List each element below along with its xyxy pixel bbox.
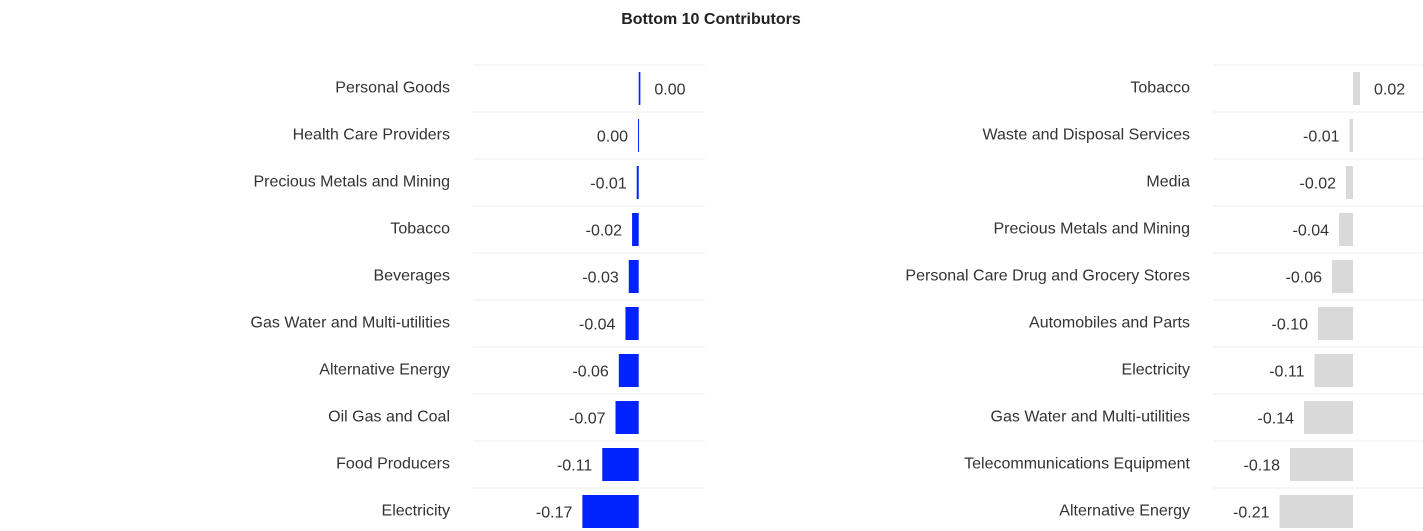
value-label: -0.17 (536, 505, 573, 522)
category-label: Electricity (1122, 362, 1190, 379)
bar (1304, 401, 1353, 434)
chart-title: Bottom 10 Contributors (621, 11, 801, 28)
bar (1279, 495, 1353, 528)
category-label: Personal Goods (335, 80, 450, 97)
value-label: -0.06 (572, 364, 609, 381)
bar (628, 260, 639, 293)
value-label: -0.21 (1233, 505, 1270, 522)
category-label: Beverages (374, 268, 451, 285)
bar (638, 119, 640, 152)
category-label: Precious Metals and Mining (253, 174, 450, 191)
value-label: -0.01 (590, 176, 627, 193)
bar (1346, 166, 1353, 199)
value-label: -0.01 (1303, 129, 1340, 146)
bar (1339, 213, 1353, 246)
category-label: Electricity (382, 503, 450, 520)
bar (618, 354, 639, 387)
category-label: Alternative Energy (1059, 503, 1190, 520)
value-label: 0.02 (1374, 82, 1405, 99)
bar (638, 72, 641, 105)
value-label: -0.02 (1300, 176, 1337, 193)
category-label: Waste and Disposal Services (983, 127, 1191, 144)
value-label: -0.06 (1286, 270, 1323, 287)
category-label: Gas Water and Multi-utilities (991, 409, 1190, 426)
bar (1332, 260, 1353, 293)
value-label: 0.00 (597, 129, 628, 146)
value-label: -0.18 (1244, 458, 1281, 475)
bar (602, 448, 639, 481)
value-label: -0.14 (1258, 411, 1295, 428)
bar (636, 166, 639, 199)
category-label: Media (1146, 174, 1190, 191)
category-label: Tobacco (1130, 80, 1190, 97)
category-label: Automobiles and Parts (1029, 315, 1190, 332)
bar (632, 213, 639, 246)
value-label: -0.10 (1272, 317, 1309, 334)
category-label: Oil Gas and Coal (328, 409, 450, 426)
category-label: Alternative Energy (319, 362, 450, 379)
bar (1318, 307, 1353, 340)
bar (582, 495, 639, 528)
value-label: -0.04 (1293, 223, 1330, 240)
category-label: Health Care Providers (293, 127, 450, 144)
bar (1353, 72, 1360, 105)
bar (625, 307, 639, 340)
category-label: Food Producers (336, 456, 450, 473)
bar (1290, 448, 1353, 481)
value-label: -0.04 (579, 317, 616, 334)
category-label: Tobacco (390, 221, 450, 238)
value-label: -0.11 (557, 458, 592, 475)
category-label: Precious Metals and Mining (993, 221, 1190, 238)
category-label: Gas Water and Multi-utilities (251, 315, 450, 332)
value-label: -0.03 (582, 270, 619, 287)
bar (1314, 354, 1353, 387)
value-label: 0.00 (654, 82, 685, 99)
value-label: -0.07 (569, 411, 606, 428)
category-label: Telecommunications Equipment (964, 456, 1190, 473)
bar (615, 401, 639, 434)
value-label: -0.11 (1269, 364, 1304, 381)
category-label: Personal Care Drug and Grocery Stores (905, 268, 1190, 285)
value-label: -0.02 (586, 223, 623, 240)
bar (1349, 119, 1353, 152)
